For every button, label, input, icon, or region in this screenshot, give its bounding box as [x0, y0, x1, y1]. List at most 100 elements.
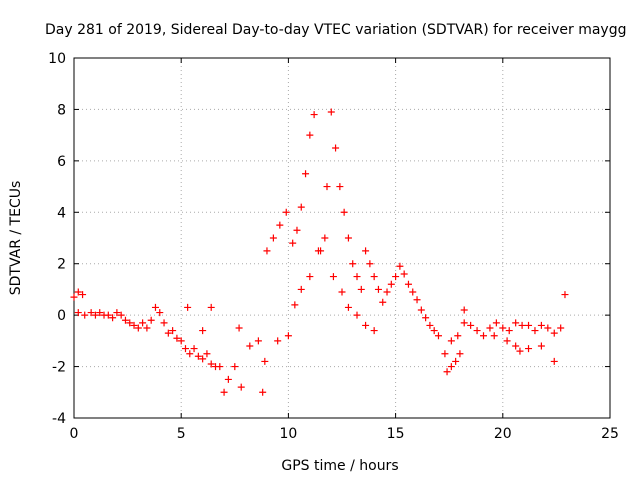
data-point: [184, 303, 192, 311]
x-tick-label: 20: [494, 426, 512, 442]
data-point: [306, 131, 314, 139]
data-point: [314, 247, 322, 255]
x-tick-label: 5: [177, 426, 186, 442]
data-point: [550, 329, 558, 337]
data-point: [297, 203, 305, 211]
data-point: [87, 309, 95, 317]
data-point: [289, 239, 297, 247]
data-point: [199, 327, 207, 335]
data-point: [199, 355, 207, 363]
data-point: [79, 291, 87, 299]
data-point: [109, 314, 117, 322]
data-point: [392, 273, 400, 281]
data-point: [434, 332, 442, 340]
data-point: [349, 260, 357, 268]
data-point: [237, 383, 245, 391]
data-point: [379, 298, 387, 306]
data-point: [207, 360, 215, 368]
data-point: [503, 337, 511, 345]
data-point: [169, 327, 177, 335]
data-point: [404, 280, 412, 288]
data-point: [134, 324, 142, 332]
series-peak: [263, 108, 382, 293]
data-point: [274, 337, 282, 345]
data-point: [224, 375, 232, 383]
data-point: [130, 321, 138, 329]
data-point: [338, 288, 346, 296]
chart-title: Day 281 of 2019, Sidereal Day-to-day VTE…: [45, 22, 627, 38]
data-point: [460, 306, 468, 314]
data-point: [550, 357, 558, 365]
data-point: [147, 316, 155, 324]
data-point: [537, 342, 545, 350]
data-point: [512, 319, 520, 327]
data-point: [291, 301, 299, 309]
data-point: [430, 327, 438, 335]
data-point: [310, 111, 318, 119]
data-point: [467, 321, 475, 329]
plot-frame: [73, 57, 611, 419]
data-point: [557, 324, 565, 332]
data-point: [329, 273, 337, 281]
data-point: [344, 234, 352, 242]
data-point: [91, 311, 99, 319]
data-point: [340, 208, 348, 216]
y-tick-label: -4: [52, 411, 66, 427]
data-marks: [70, 108, 569, 396]
x-tick-label: 0: [70, 426, 79, 442]
data-point: [74, 309, 82, 317]
data-point: [518, 321, 526, 329]
data-point: [246, 342, 254, 350]
data-point: [387, 280, 395, 288]
data-point: [254, 337, 262, 345]
data-point: [537, 321, 545, 329]
data-point: [186, 350, 194, 358]
data-point: [284, 332, 292, 340]
data-point: [492, 319, 500, 327]
data-point: [259, 388, 267, 396]
data-point: [297, 285, 305, 293]
data-point: [143, 324, 151, 332]
data-point: [486, 324, 494, 332]
data-point: [263, 247, 271, 255]
data-point: [164, 329, 172, 337]
data-point: [422, 314, 430, 322]
data-point: [544, 324, 552, 332]
data-point: [327, 108, 335, 116]
data-point: [505, 327, 513, 335]
data-point: [344, 303, 352, 311]
series-evening: [379, 262, 569, 358]
data-point: [400, 270, 408, 278]
data-point: [336, 183, 344, 191]
series-baseline: [70, 288, 220, 371]
data-point: [454, 332, 462, 340]
y-tick-label: -2: [52, 360, 66, 376]
data-point: [321, 234, 329, 242]
data-point: [370, 273, 378, 281]
grid: [74, 58, 610, 418]
data-point: [447, 337, 455, 345]
x-tick-label: 15: [387, 426, 405, 442]
data-point: [525, 345, 533, 353]
y-tick-label: 0: [57, 308, 66, 324]
series-scatter: [184, 234, 558, 396]
data-point: [231, 363, 239, 371]
x-tick-label: 25: [601, 426, 619, 442]
data-point: [282, 208, 290, 216]
data-point: [370, 327, 378, 335]
data-point: [516, 347, 524, 355]
data-point: [306, 273, 314, 281]
y-tick-label: 10: [48, 51, 66, 67]
data-point: [160, 319, 168, 327]
data-point: [96, 309, 104, 317]
x-tick-label: 10: [279, 426, 297, 442]
data-point: [441, 350, 449, 358]
data-point: [181, 345, 189, 353]
data-point: [460, 319, 468, 327]
data-point: [353, 311, 361, 319]
data-point: [490, 332, 498, 340]
y-tick-label: 4: [57, 205, 66, 221]
y-tick-label: 2: [57, 257, 66, 273]
ticks: 0 5 10 15 20 25 -4 -2 0 2 4 6 8 10: [48, 51, 619, 442]
data-point: [332, 144, 340, 152]
